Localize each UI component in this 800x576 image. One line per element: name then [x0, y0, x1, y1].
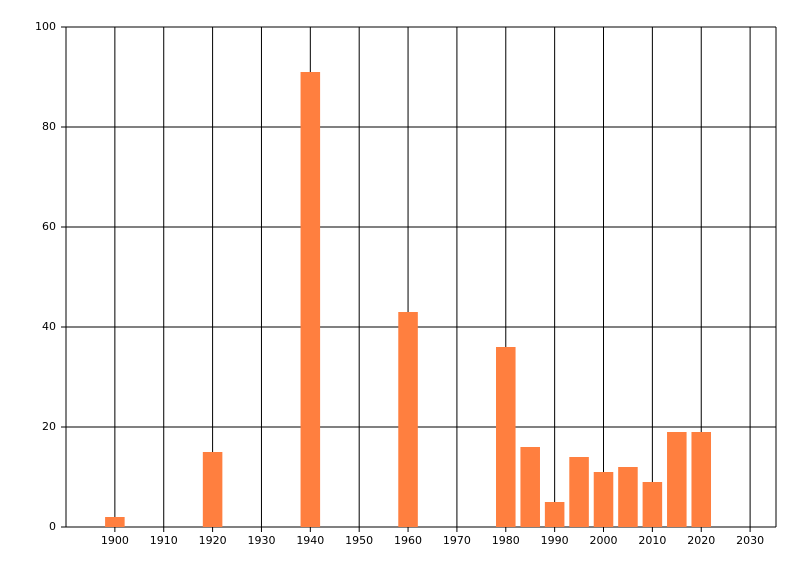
y-tick-label: 0 — [49, 520, 56, 533]
x-tick-label: 1910 — [150, 534, 178, 547]
x-tick-label: 1930 — [247, 534, 275, 547]
x-tick-label: 2010 — [638, 534, 666, 547]
x-tick-label: 1950 — [345, 534, 373, 547]
y-tick-label: 80 — [42, 120, 56, 133]
bar — [544, 502, 565, 527]
bar — [691, 432, 712, 527]
bar — [593, 472, 614, 527]
bar — [496, 347, 516, 527]
x-tick-label: 2020 — [687, 534, 715, 547]
y-tick-label: 20 — [42, 420, 56, 433]
x-tick-label: 1920 — [199, 534, 227, 547]
x-tick-label: 1990 — [541, 534, 569, 547]
y-tick-label: 40 — [42, 320, 56, 333]
bar — [667, 432, 687, 527]
bar — [642, 482, 663, 527]
bar — [569, 457, 589, 527]
y-tick-label: 100 — [35, 20, 56, 33]
bar — [618, 467, 638, 527]
x-tick-label: 1960 — [394, 534, 422, 547]
x-tick-label: 2030 — [736, 534, 764, 547]
x-tick-label: 2000 — [590, 534, 618, 547]
bar — [300, 72, 321, 527]
y-tick-label: 60 — [42, 220, 56, 233]
x-tick-label: 1940 — [296, 534, 324, 547]
bar — [202, 452, 223, 527]
x-tick-label: 1970 — [443, 534, 471, 547]
x-tick-label: 1980 — [492, 534, 520, 547]
bar — [105, 517, 125, 527]
bar — [398, 312, 418, 527]
x-tick-label: 1900 — [101, 534, 129, 547]
bar — [520, 447, 540, 527]
